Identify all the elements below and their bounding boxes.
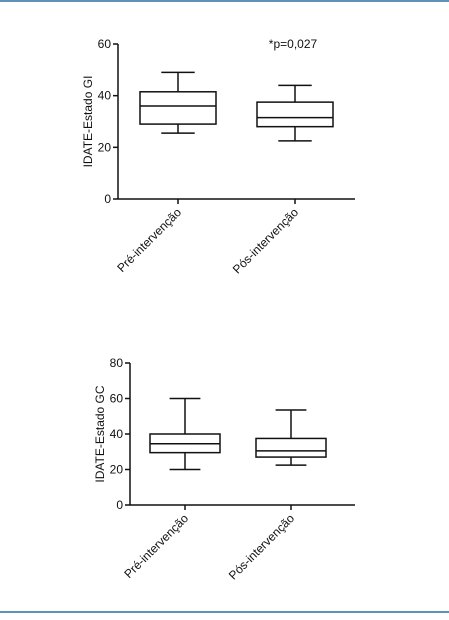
y-tick-label: 0 xyxy=(116,498,123,512)
y-tick-label: 80 xyxy=(110,356,124,370)
box xyxy=(255,437,327,458)
y-tick-label: 20 xyxy=(110,463,124,477)
y-tick-label: 40 xyxy=(110,427,124,441)
y-tick-label: 0 xyxy=(104,192,111,206)
x-tick-label: Pré-intervenção xyxy=(121,511,191,581)
box xyxy=(139,91,217,125)
y-tick-label: 60 xyxy=(110,392,124,406)
y-axis-label: IDATE-Estado GI xyxy=(81,76,95,168)
y-axis-label: IDATE-Estado GC xyxy=(93,385,107,482)
annotation: *p=0,027 xyxy=(269,37,318,51)
y-tick-label: 60 xyxy=(98,37,112,51)
x-tick-label: Pós-intervenção xyxy=(226,511,297,582)
y-tick-label: 40 xyxy=(98,89,112,103)
y-tick-label: 20 xyxy=(98,140,112,154)
x-tick-label: Pré-intervenção xyxy=(114,205,184,275)
x-tick-label: Pós-intervenção xyxy=(230,205,301,276)
box xyxy=(256,101,334,128)
